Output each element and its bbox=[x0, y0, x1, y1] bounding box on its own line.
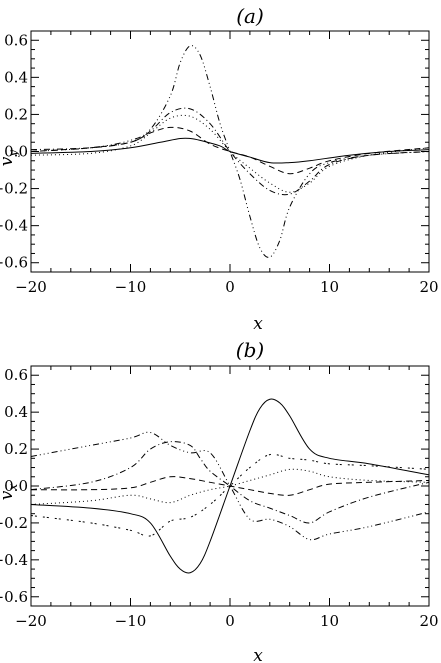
y-tick-label: 0.4 bbox=[4, 403, 28, 421]
panel-a-y-tick-labels: 0.6 0.4 0.2 0.0 −0.2 −0.4 −0.6 bbox=[0, 31, 28, 271]
panel-b-series bbox=[30, 398, 430, 574]
y-tick-label: −0.4 bbox=[0, 217, 28, 235]
panel-a-series-3-line bbox=[30, 114, 430, 193]
panel-b-y-axis-label: vx bbox=[0, 484, 20, 501]
panel-b-series-6-line bbox=[30, 453, 430, 537]
x-tick-label: 10 bbox=[320, 278, 339, 296]
y-tick-label: 0.6 bbox=[4, 366, 28, 384]
y-tick-label: 0.0 bbox=[4, 477, 28, 495]
x-tick-label: −20 bbox=[15, 278, 47, 296]
x-tick-label: 0 bbox=[225, 278, 235, 296]
panel-a-series bbox=[30, 45, 430, 258]
y-tick-label: −0.2 bbox=[0, 514, 28, 532]
y-tick-label: −0.4 bbox=[0, 551, 28, 569]
y-tick-label: −0.6 bbox=[0, 588, 28, 606]
y-tick-label: −0.6 bbox=[0, 254, 28, 272]
panel-a-series-2-line bbox=[30, 126, 430, 175]
x-tick-label: 0 bbox=[225, 612, 235, 630]
panel-b: (b) −20 −10 0 10 20 0.6 0.4 0.2 0.0 −0.2 −0.4 −0.6… bbox=[0, 338, 439, 663]
panel-b-series-5-line bbox=[30, 431, 430, 541]
panel-a: (a) −20 −10 0 10 20 0.6 0.4 0.2 0.0 −0.2 −0.4 −0.6… bbox=[0, 4, 439, 334]
x-tick-label: 20 bbox=[419, 612, 438, 630]
panel-b-x-tick-labels: −20 −10 0 10 20 bbox=[15, 612, 438, 630]
panel-a-title: (a) bbox=[236, 4, 264, 28]
x-tick-label: −10 bbox=[115, 612, 147, 630]
panel-a-y-axis-label-main: v bbox=[0, 156, 17, 166]
y-tick-label: 0.2 bbox=[4, 105, 28, 123]
panel-b-y-axis-label-sub: x bbox=[6, 484, 20, 491]
panel-a-series-5-line bbox=[30, 45, 430, 258]
panel-a-ticks bbox=[30, 30, 430, 273]
panel-b-series-4-line bbox=[30, 441, 430, 524]
panel-a-y-axis-label-sub: y bbox=[6, 150, 20, 158]
y-tick-label: 0.4 bbox=[4, 68, 28, 86]
y-tick-label: 0.6 bbox=[4, 31, 28, 49]
x-tick-label: −10 bbox=[115, 278, 147, 296]
panel-b-y-tick-labels: 0.6 0.4 0.2 0.0 −0.2 −0.4 −0.6 bbox=[0, 366, 28, 606]
x-tick-label: 20 bbox=[419, 278, 438, 296]
panel-a-x-axis-label: x bbox=[253, 314, 263, 334]
y-tick-label: −0.2 bbox=[0, 180, 28, 198]
x-tick-label: −20 bbox=[15, 612, 47, 630]
panel-a-x-tick-labels: −20 −10 0 10 20 bbox=[15, 278, 438, 296]
panel-b-y-axis-label-main: v bbox=[0, 490, 17, 500]
y-tick-label: 0.0 bbox=[4, 143, 28, 161]
panel-b-x-axis-label: x bbox=[253, 646, 263, 663]
x-tick-label: 10 bbox=[320, 612, 339, 630]
panel-a-y-axis-label: vy bbox=[0, 150, 20, 167]
panel-b-title: (b) bbox=[236, 338, 264, 362]
panel-b-ticks bbox=[30, 365, 430, 607]
y-tick-label: 0.2 bbox=[4, 440, 28, 458]
panel-a-series-1-line bbox=[30, 137, 430, 164]
